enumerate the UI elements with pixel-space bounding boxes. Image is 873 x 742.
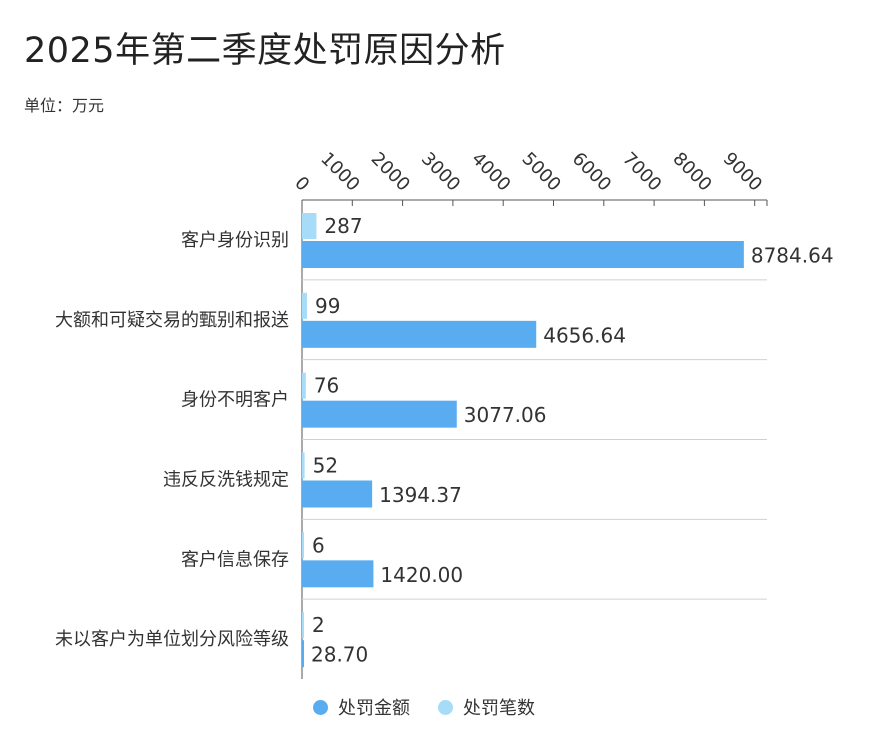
bar-amount [302, 320, 537, 348]
data-label-amount: 1394.37 [379, 483, 462, 507]
x-tick-label: 4000 [467, 148, 514, 195]
legend-item-count[interactable]: 处罚笔数 [438, 694, 535, 720]
data-label-count: 287 [324, 214, 362, 238]
legend-label-amount: 处罚金额 [338, 698, 410, 719]
x-tick-label: 9000 [719, 148, 766, 195]
category-label: 客户身份识别 [181, 230, 289, 251]
category-label: 违反反洗钱规定 [163, 469, 289, 490]
chart-subtitle: 单位：万元 [24, 96, 105, 115]
bar-count [302, 372, 306, 399]
bar-amount [302, 480, 373, 508]
data-label-amount: 28.70 [311, 643, 368, 667]
data-label-amount: 3077.06 [464, 403, 547, 427]
category-label: 身份不明客户 [181, 390, 289, 411]
x-tick-label: 0 [290, 173, 313, 196]
category-label: 未以客户为单位划分风险等级 [55, 629, 289, 650]
legend-dot-amount [313, 699, 328, 715]
data-label-count: 99 [315, 294, 340, 318]
x-tick-label: 7000 [618, 148, 665, 195]
legend-dot-count [438, 699, 453, 715]
bar-count [302, 612, 304, 639]
data-label-count: 52 [313, 454, 338, 478]
category-label: 客户信息保存 [181, 549, 289, 570]
data-label-amount: 4656.64 [543, 323, 626, 347]
bar-count [302, 532, 304, 559]
data-label-amount: 1420.00 [380, 563, 463, 587]
legend-item-amount[interactable]: 处罚金额 [313, 694, 410, 720]
data-label-count: 2 [312, 613, 325, 637]
bar-amount [302, 640, 304, 668]
legend-label-count: 处罚笔数 [463, 698, 535, 719]
x-tick-label: 1000 [316, 148, 363, 195]
x-tick-label: 6000 [568, 148, 615, 195]
bar-amount [302, 241, 744, 268]
x-tick-label: 8000 [668, 148, 715, 195]
legend: 处罚金额 处罚笔数 [313, 694, 563, 720]
category-label: 大额和可疑交易的甄别和报送 [55, 310, 289, 331]
data-label-count: 6 [312, 533, 325, 557]
bar-count [302, 292, 307, 319]
data-label-amount: 8784.64 [751, 244, 834, 268]
x-tick-label: 3000 [417, 148, 464, 195]
x-tick-label: 5000 [518, 148, 565, 195]
bar-amount [302, 560, 374, 588]
bar-count [302, 213, 317, 239]
bar-count [302, 452, 305, 479]
data-label-count: 76 [314, 374, 339, 398]
chart-title: 2025年第二季度处罚原因分析 [24, 31, 506, 71]
x-tick-label: 2000 [367, 148, 414, 195]
bar-amount [302, 400, 457, 428]
